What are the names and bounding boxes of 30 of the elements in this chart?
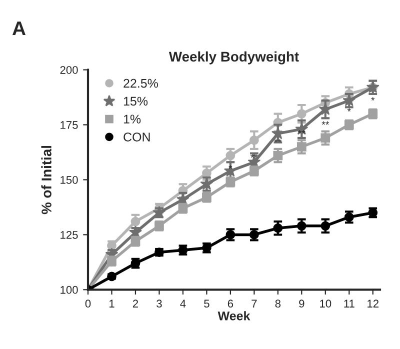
x-tick-label: 6 [228,300,234,308]
x-tick-label: 9 [299,300,304,308]
annotation: * [371,97,375,101]
y-tick-label: 100 [60,286,78,294]
legend-label: 15% [124,96,148,106]
x-tick-label: 0 [85,300,91,308]
x-tick-label: 10 [320,300,332,308]
legend-label: CON [124,132,150,142]
y-tick-label: 200 [60,66,78,74]
x-tick-label: 5 [204,300,210,308]
x-tick-label: 4 [180,300,186,308]
y-axis-title: % of Initial [41,146,52,214]
x-axis-title: Week [218,311,250,320]
x-tick-label: 8 [275,300,281,308]
x-tick-label: 3 [156,300,162,308]
legend-label: 22.5% [124,78,158,88]
y-tick-label: 150 [60,176,78,184]
chart-title: Weekly Bodyweight [168,51,299,64]
annotation: ** [322,121,330,125]
x-tick-label: 2 [132,300,138,308]
legend-label: 1% [124,114,141,124]
annotation: * [347,108,351,112]
x-tick-label: 7 [252,300,257,308]
x-tick-label: 12 [368,300,378,308]
x-tick-label: 1 [110,300,114,308]
text: A [12,22,26,36]
y-tick-label: 175 [60,121,78,129]
annotation: ** [298,130,306,134]
y-tick-label: 125 [60,230,78,239]
x-tick-label: 11 [344,300,354,308]
